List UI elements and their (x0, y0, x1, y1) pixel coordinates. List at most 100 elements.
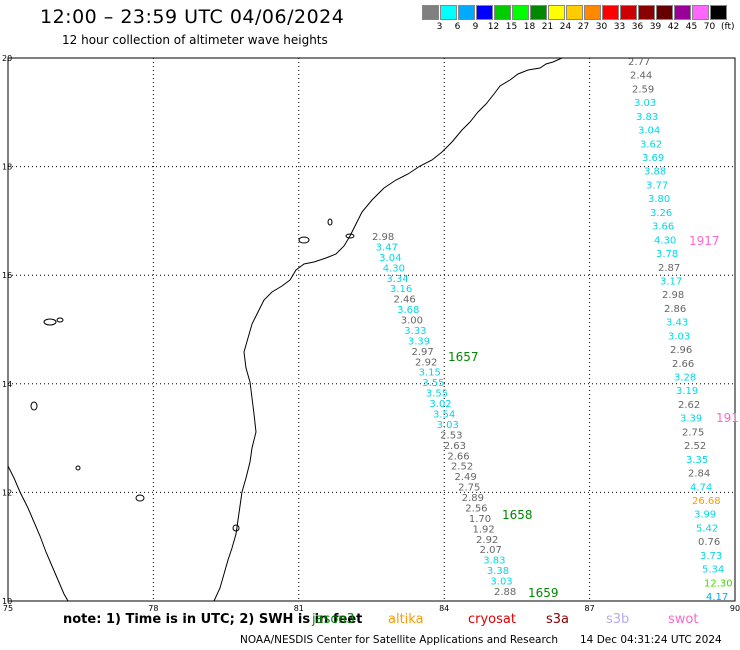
swh-value-label: 1.70 (469, 514, 491, 525)
legend-swatch (422, 5, 439, 20)
swh-value-label: 4.17 (706, 592, 728, 603)
swh-value-label: 3.77 (646, 180, 668, 191)
island-outline (298, 236, 310, 244)
lon-tick-label: 84 (439, 604, 449, 613)
coastline-west (7, 465, 69, 602)
map-subtitle: 12 hour collection of altimeter wave hei… (62, 33, 328, 47)
swh-value-label: 3.99 (694, 510, 716, 521)
swh-value-label: 2.77 (628, 57, 650, 68)
swh-value-label: 4.30 (383, 263, 405, 274)
swh-value-label: 3.16 (390, 284, 412, 295)
lon-tick-label: 90 (730, 604, 740, 613)
swh-value-label: 3.39 (680, 414, 702, 425)
swh-value-label: 5.42 (696, 523, 718, 534)
satellite-cryosat: cryosat (468, 612, 516, 627)
satellite-altika: altika (388, 612, 424, 627)
legend-label: 18 (523, 22, 536, 32)
swh-value-label: 0.76 (698, 537, 720, 548)
swh-value-label: 2.66 (672, 359, 694, 370)
legend-swatch (566, 5, 583, 20)
swh-value-label: 2.75 (682, 427, 704, 438)
legend-swatch (458, 5, 475, 20)
swh-value-label: 2.62 (678, 400, 700, 411)
legend-label: 39 (649, 22, 662, 32)
swh-value-label: 3.19 (676, 386, 698, 397)
swh-value-label: 2.07 (480, 545, 502, 556)
swh-value-label: 3.03 (437, 420, 459, 431)
island-outline (56, 317, 64, 323)
pass-time-label: 1658 (502, 508, 533, 522)
swh-value-label: 3.04 (379, 253, 401, 264)
pass-time-label: 1657 (448, 350, 479, 364)
swh-value-label: 4.30 (654, 235, 676, 246)
island-outline (43, 318, 57, 326)
legend-swatch (620, 5, 637, 20)
map-frame (7, 57, 736, 602)
swh-value-label: 3.73 (700, 551, 722, 562)
legend-label: 21 (541, 22, 554, 32)
lon-tick-label: 81 (294, 604, 304, 613)
swh-value-label: 3.55 (422, 378, 444, 389)
swh-value-label: 2.49 (455, 472, 477, 483)
legend-label: 36 (631, 22, 644, 32)
swh-value-label: 2.84 (688, 469, 710, 480)
swh-value-label: 3.15 (419, 368, 441, 379)
legend-swatch (530, 5, 547, 20)
swh-value-label: 3.47 (376, 242, 398, 253)
legend-swatch (602, 5, 619, 20)
swh-value-label: 3.78 (656, 249, 678, 260)
swh-value-label: 2.96 (670, 345, 692, 356)
legend-swatch (512, 5, 529, 20)
swh-value-label: 2.97 (411, 347, 433, 358)
legend-swatch (656, 5, 673, 20)
lat-tick-label: 18 (2, 163, 12, 172)
swh-value-label: 3.69 (642, 153, 664, 164)
swh-value-label: 3.83 (636, 112, 658, 123)
lon-tick-label: 75 (3, 604, 13, 613)
swh-value-label: 3.26 (650, 208, 672, 219)
swh-value-label: 2.63 (444, 441, 466, 452)
legend-swatch (710, 5, 727, 20)
island-outline (327, 218, 333, 226)
swh-value-label: 3.88 (644, 167, 666, 178)
legend-label: 24 (559, 22, 572, 32)
lat-tick-label: 20 (2, 54, 12, 63)
legend-swatch (440, 5, 457, 20)
swh-value-label: 3.33 (404, 326, 426, 337)
swh-value-label: 3.68 (397, 305, 419, 316)
lat-tick-label: 14 (2, 380, 12, 389)
map-title: 12:00 – 23:59 UTC 04/06/2024 (40, 6, 345, 28)
legend-label: 15 (505, 22, 518, 32)
island-outline (345, 233, 355, 239)
swh-value-label: 26.68 (692, 496, 721, 507)
pass-time-label: 1659 (528, 586, 559, 600)
swh-value-label: 2.52 (684, 441, 706, 452)
swh-value-label: 3.17 (660, 276, 682, 287)
swh-value-label: 2.89 (462, 493, 484, 504)
legend-swatch (476, 5, 493, 20)
swh-value-label: 2.92 (476, 535, 498, 546)
island-outline (135, 494, 145, 502)
swh-value-label: 3.80 (648, 194, 670, 205)
swh-value-label: 2.87 (658, 263, 680, 274)
swh-value-label: 2.53 (440, 430, 462, 441)
legend-unit: (ft) (721, 22, 735, 32)
swh-value-label: 3.55 (426, 389, 448, 400)
legend-swatch (692, 5, 709, 20)
lat-tick-label: 10 (2, 597, 12, 606)
legend-label: 70 (703, 22, 716, 32)
pass-time-label: 191 (716, 411, 739, 425)
legend-label: 45 (685, 22, 698, 32)
legend-label: 3 (436, 22, 443, 32)
legend-swatch (674, 5, 691, 20)
lon-tick-label: 78 (148, 604, 158, 613)
legend-label: 33 (613, 22, 626, 32)
legend-swatch (548, 5, 565, 20)
swh-value-label: 3.04 (638, 126, 660, 137)
swh-value-label: 3.39 (408, 336, 430, 347)
satellite-s3b: s3b (606, 612, 630, 627)
island-outline (232, 524, 240, 532)
lat-tick-label: 12 (2, 488, 12, 497)
swh-value-label: 3.03 (490, 577, 512, 588)
